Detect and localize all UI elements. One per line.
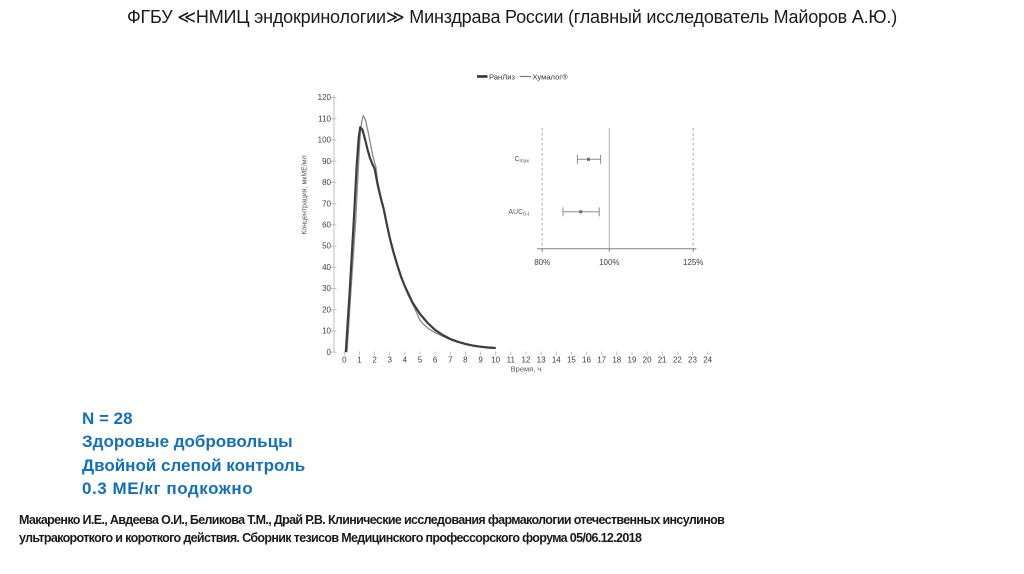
svg-text:20: 20 [322,305,331,314]
svg-text:9: 9 [478,356,483,365]
svg-text:120: 120 [318,93,332,102]
svg-text:5: 5 [418,356,423,365]
svg-text:2: 2 [372,356,377,365]
svg-text:3: 3 [387,356,392,365]
svg-text:50: 50 [322,242,331,251]
svg-text:10: 10 [322,327,331,336]
svg-text:23: 23 [688,356,697,365]
svg-text:70: 70 [322,199,331,208]
svg-text:11: 11 [507,356,516,365]
svg-text:110: 110 [318,114,331,123]
svg-text:0: 0 [327,348,332,357]
svg-text:13: 13 [537,356,546,365]
svg-text:14: 14 [552,356,561,365]
svg-text:Время, ч: Время, ч [511,365,542,374]
svg-text:19: 19 [628,356,637,365]
svg-text:Cmax: Cmax [514,156,529,165]
svg-text:100: 100 [318,136,332,145]
svg-text:15: 15 [567,356,576,365]
svg-text:125%: 125% [683,258,703,267]
svg-text:Хумалог®: Хумалог® [533,72,569,81]
svg-text:0: 0 [342,356,347,365]
svg-text:22: 22 [673,356,682,365]
svg-text:18: 18 [612,356,621,365]
svg-text:10: 10 [491,356,500,365]
svg-text:8: 8 [463,356,468,365]
svg-text:80: 80 [322,178,331,187]
svg-text:РанЛиз: РанЛиз [489,72,515,81]
svg-text:24: 24 [703,356,712,365]
svg-text:30: 30 [322,284,331,293]
svg-text:7: 7 [448,356,453,365]
svg-text:100%: 100% [599,258,619,267]
svg-text:80%: 80% [534,258,550,267]
svg-text:17: 17 [597,356,606,365]
svg-text:21: 21 [658,356,667,365]
svg-text:16: 16 [582,356,591,365]
svg-text:20: 20 [643,356,652,365]
svg-text:6: 6 [433,356,438,365]
svg-text:90: 90 [322,157,331,166]
svg-text:Концентрация, мкМЕ/мл: Концентрация, мкМЕ/мл [302,155,309,234]
svg-text:4: 4 [403,356,408,365]
svg-text:40: 40 [322,263,331,272]
svg-text:AUC0-t: AUC0-t [508,209,529,218]
svg-text:1: 1 [357,356,362,365]
svg-text:12: 12 [522,356,531,365]
svg-text:60: 60 [322,221,331,230]
